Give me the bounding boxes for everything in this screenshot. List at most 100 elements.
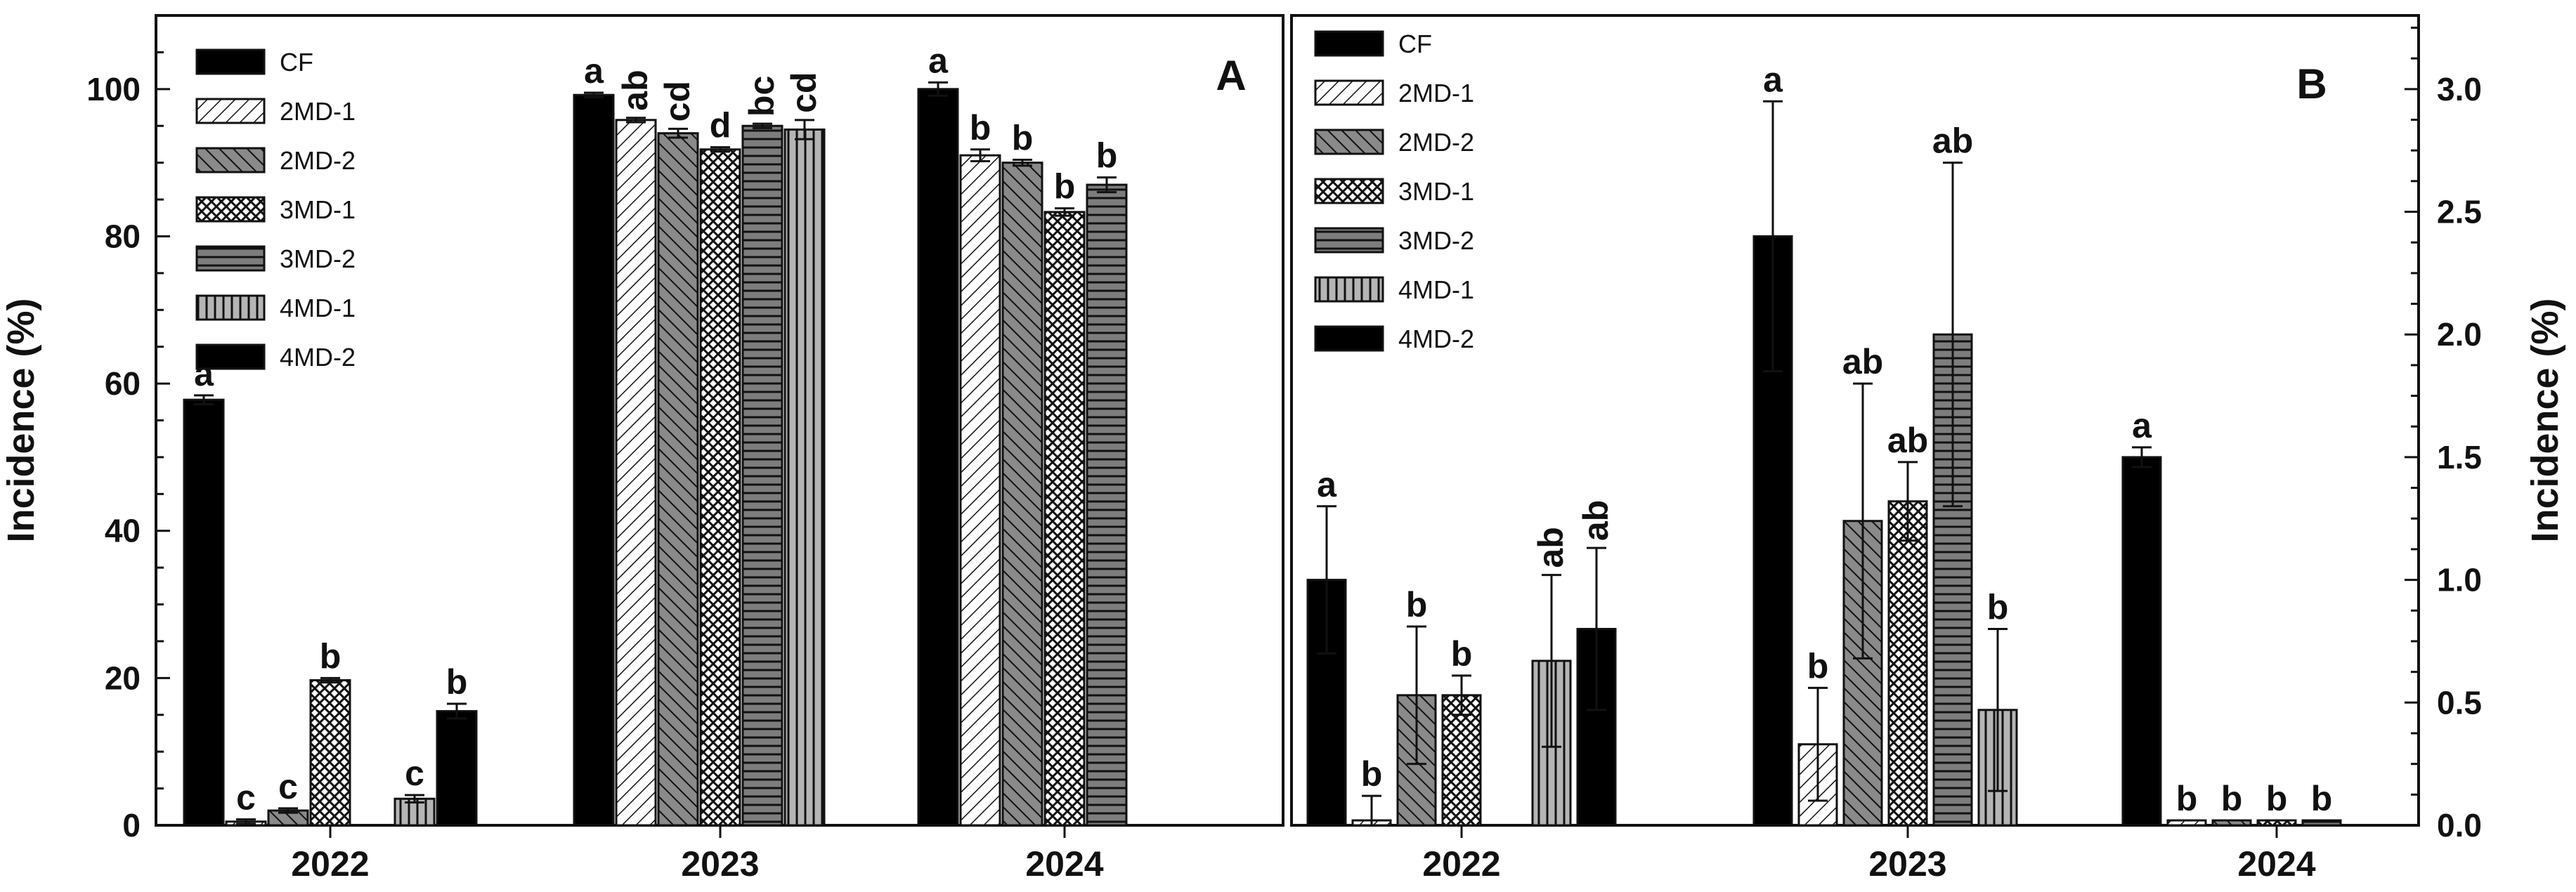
legend-label: CF [1398,29,1432,58]
bar [1086,183,1128,827]
bar [183,398,225,827]
bar [917,88,959,827]
bar [573,93,615,827]
y-tick-label: 2.0 [2437,316,2482,353]
x-category-label: 2022 [1422,844,1500,884]
significance-label: b [1361,754,1383,794]
legend-label: 2MD-2 [280,146,356,175]
legend-label: 2MD-2 [1398,128,1474,157]
significance-label: ab [616,70,655,110]
bar [436,710,478,827]
legend-label: 3MD-1 [280,195,356,224]
legend-swatch [195,147,266,173]
significance-label: ab [1842,342,1883,381]
y-tick-label: 0.5 [2437,684,2482,721]
significance-label: b [970,108,991,147]
significance-label: cd [658,81,697,122]
x-category-label: 2024 [1025,844,1103,884]
bar [699,148,741,827]
legend-swatch [1314,227,1384,254]
legend-label: 3MD-2 [1398,226,1474,255]
significance-label: d [710,106,731,145]
significance-label: b [2221,779,2243,818]
y-axis-title: Incidence (%) [0,298,42,542]
legend-swatch [1314,30,1384,57]
significance-label: a [1317,465,1337,504]
x-category-label: 2023 [681,844,759,884]
significance-label: b [1054,167,1076,206]
y-tick-label: 1.0 [2437,562,2482,598]
significance-label: c [405,754,424,793]
legend-swatch [1314,178,1384,204]
legend-label: 2MD-1 [1398,79,1474,107]
significance-label: b [1451,634,1473,674]
y-tick-label: 40 [105,513,141,549]
legend-label: 4MD-1 [1398,275,1474,304]
legend-swatch [195,294,266,321]
y-tick-label: 0.0 [2437,807,2482,844]
significance-label: a [928,41,949,80]
y-axis-title: Incidence (%) [2524,298,2566,542]
legend-label: 3MD-1 [1398,177,1474,206]
significance-label: b [320,636,341,676]
significance-label: b [1096,136,1118,176]
significance-label: b [1987,587,2009,627]
bar [2166,819,2207,827]
y-tick-label: 0 [122,807,141,844]
y-tick-label: 20 [105,660,141,696]
legend-swatch [1314,276,1384,303]
y-tick-label: 2.5 [2437,194,2482,230]
significance-label: a [584,51,604,91]
bar [2211,819,2252,827]
y-tick-label: 3.0 [2437,71,2482,107]
significance-label: b [2266,779,2288,818]
significance-label: b [446,662,468,702]
significance-label: ab [1531,527,1570,568]
x-category-label: 2023 [1868,844,1946,884]
legend-label: CF [280,48,313,77]
significance-label: a [1763,60,1783,99]
legend-label: 4MD-2 [280,343,356,372]
significance-label: ab [1887,421,1928,460]
bar [783,128,826,827]
legend-swatch [195,48,266,75]
bar [2121,456,2162,827]
y-tick-label: 100 [86,71,141,107]
legend-label: 3MD-2 [280,244,356,273]
significance-label: b [1012,118,1034,157]
x-category-label: 2022 [291,844,369,884]
bar [1043,211,1086,827]
significance-label: c [278,767,298,806]
y-tick-label: 80 [105,218,141,254]
bar [657,132,699,827]
significance-label: cd [784,72,824,112]
y-tick-label: 1.5 [2437,439,2482,475]
legend-swatch [1314,325,1384,352]
significance-label: ab [1576,500,1615,541]
bar [741,124,783,827]
legend-label: 2MD-1 [280,97,356,126]
bar [309,679,351,827]
legend-swatch [195,98,266,124]
significance-label: a [2132,406,2152,445]
legend-label: 4MD-2 [1398,324,1474,353]
legend-swatch [195,196,266,223]
legend-swatch [195,245,266,272]
significance-label: b [1807,646,1829,686]
legend-swatch [1314,129,1384,155]
significance-label: c [236,778,256,818]
bar [959,154,1001,827]
significance-label: b [1406,585,1428,624]
significance-label: b [2311,779,2333,818]
significance-label: bc [742,76,781,117]
significance-label: ab [1932,122,1973,161]
bar [615,119,657,827]
x-category-label: 2024 [2237,844,2315,884]
panel-b: 0.0 0.5 1.0 1.5 2.0 2.5 3.0 Incidence (%) 2022 20… [1290,14,2566,884]
bar [1887,500,1928,827]
bar [1441,694,1482,827]
legend-swatch [1314,79,1384,106]
